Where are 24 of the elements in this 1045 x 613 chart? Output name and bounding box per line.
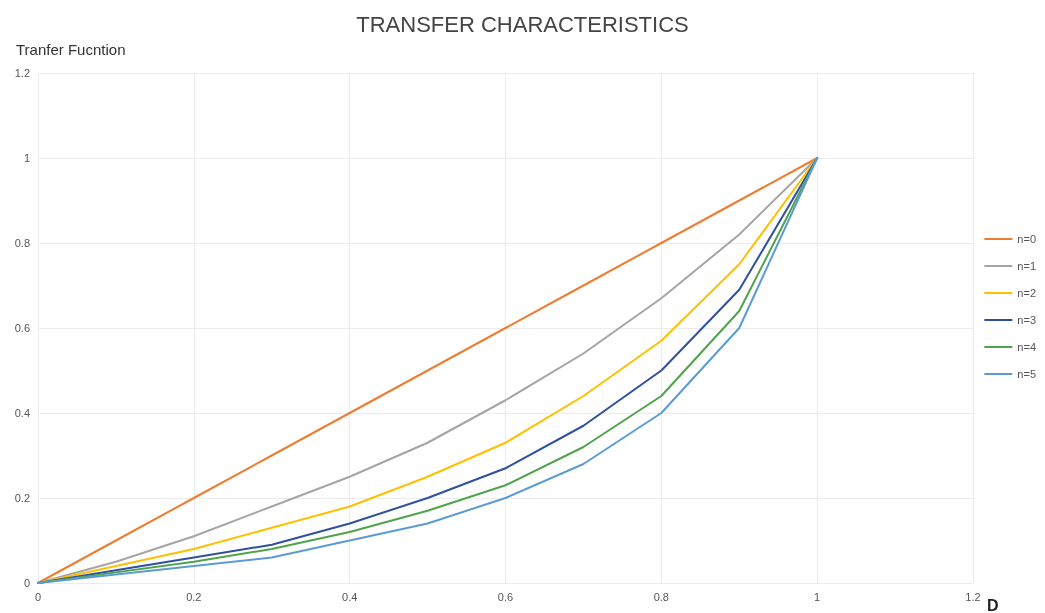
x-tick-label: 0.6	[497, 590, 514, 603]
x-tick-label: 0.4	[342, 590, 358, 603]
legend-label: n=2	[1017, 287, 1037, 299]
y-tick-label: 0.8	[14, 237, 30, 249]
y-tick-label: 0	[23, 577, 30, 589]
legend-label: n=3	[1017, 314, 1037, 326]
legend-label: n=5	[1017, 368, 1037, 380]
legend-label: n=1	[1017, 260, 1037, 272]
y-tick-label: 0.6	[14, 322, 30, 334]
legend-label: n=0	[1017, 233, 1037, 245]
x-tick-label: 1.2	[965, 590, 981, 603]
y-tick-label: 0.2	[14, 492, 30, 504]
chart-title: TRANSFER CHARACTERISTICS	[356, 11, 689, 37]
x-tick-label: 0.2	[186, 590, 202, 603]
line-series	[37, 157, 819, 584]
legend-label: n=4	[1017, 341, 1037, 353]
x-tick-label: 0	[34, 590, 42, 603]
y-tick-label: 1	[23, 152, 30, 164]
y-tick-label: 0.4	[14, 407, 30, 419]
x-axis-title: D	[987, 596, 999, 613]
x-tick-label: 1	[814, 590, 821, 603]
y-axis-title: Tranfer Fucntion	[16, 41, 126, 58]
y-tick-label: 1.2	[14, 67, 30, 79]
x-tick-label: 0.8	[653, 590, 669, 603]
